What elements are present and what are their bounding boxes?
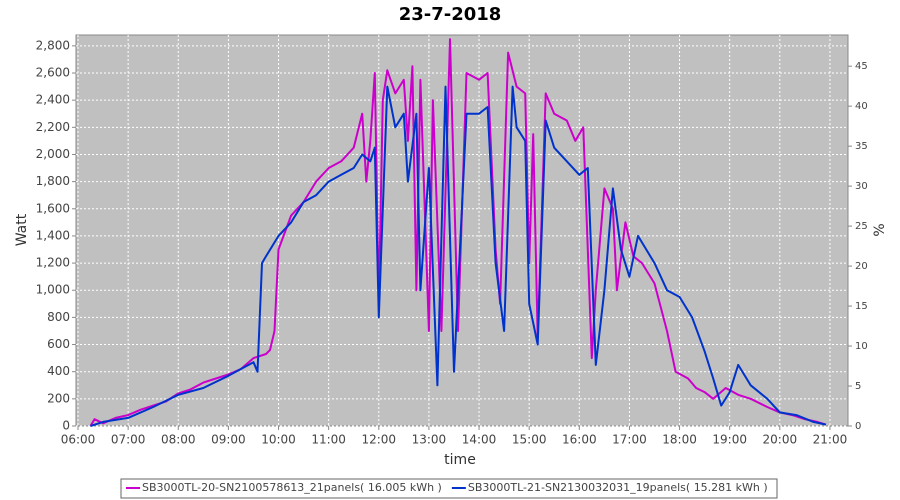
y2-tick-label: 25	[855, 221, 868, 232]
y-tick-label: 1,800	[36, 174, 70, 188]
y2-tick-label: 10	[855, 341, 868, 352]
x-tick-label: 15:00	[512, 433, 547, 447]
legend-label: SB3000TL-20-SN2100578613_21panels( 16.00…	[142, 481, 442, 494]
y-tick-label: 0	[62, 419, 70, 433]
y-tick-label: 400	[47, 364, 70, 378]
y-tick-label: 1,400	[36, 228, 70, 242]
legend-label: SB3000TL-21-SN2130032031_19panels( 15.28…	[468, 481, 768, 494]
y-tick-label: 2,400	[36, 93, 70, 107]
chart-title: 23-7-2018	[399, 4, 502, 25]
x-tick-label: 20:00	[763, 433, 798, 447]
y2-tick-label: 0	[855, 421, 861, 432]
x-tick-label: 17:00	[612, 433, 647, 447]
x-tick-label: 11:00	[311, 433, 346, 447]
y2-tick-label: 15	[855, 301, 868, 312]
y2-tick-label: 40	[855, 101, 868, 112]
x-tick-label: 18:00	[662, 433, 697, 447]
x-tick-label: 10:00	[261, 433, 296, 447]
series-line	[89, 38, 827, 427]
y2-tick-label: 45	[855, 61, 868, 72]
y-tick-label: 1,000	[36, 283, 70, 297]
x-tick-label: 09:00	[211, 433, 246, 447]
y-tick-label: 2,600	[36, 66, 70, 80]
y-tick-label: 2,000	[36, 147, 70, 161]
y2-tick-label: 35	[855, 141, 868, 152]
y-tick-label: 800	[47, 310, 70, 324]
x-tick-label: 07:00	[111, 433, 146, 447]
x-tick-label: 06:00	[61, 433, 96, 447]
y2-tick-label: 5	[855, 381, 861, 392]
y2-axis-label: %	[872, 223, 888, 236]
x-tick-label: 12:00	[361, 433, 396, 447]
y-tick-label: 1,600	[36, 201, 70, 215]
x-tick-label: 21:00	[813, 433, 848, 447]
y-tick-label: 1,200	[36, 256, 70, 270]
x-tick-label: 13:00	[412, 433, 447, 447]
y2-tick-label: 30	[855, 181, 868, 192]
series-line	[90, 85, 827, 427]
x-tick-label: 08:00	[161, 433, 196, 447]
x-tick-label: 14:00	[462, 433, 497, 447]
y-tick-label: 2,200	[36, 120, 70, 134]
y-tick-label: 200	[47, 391, 70, 405]
y-tick-label: 2,800	[36, 38, 70, 52]
y-axis-label: Watt	[14, 213, 30, 246]
x-axis-label: time	[444, 452, 476, 468]
x-tick-label: 16:00	[562, 433, 597, 447]
y2-tick-label: 20	[855, 261, 868, 272]
x-tick-label: 19:00	[712, 433, 747, 447]
y-tick-label: 600	[47, 337, 70, 351]
legend	[120, 478, 778, 499]
